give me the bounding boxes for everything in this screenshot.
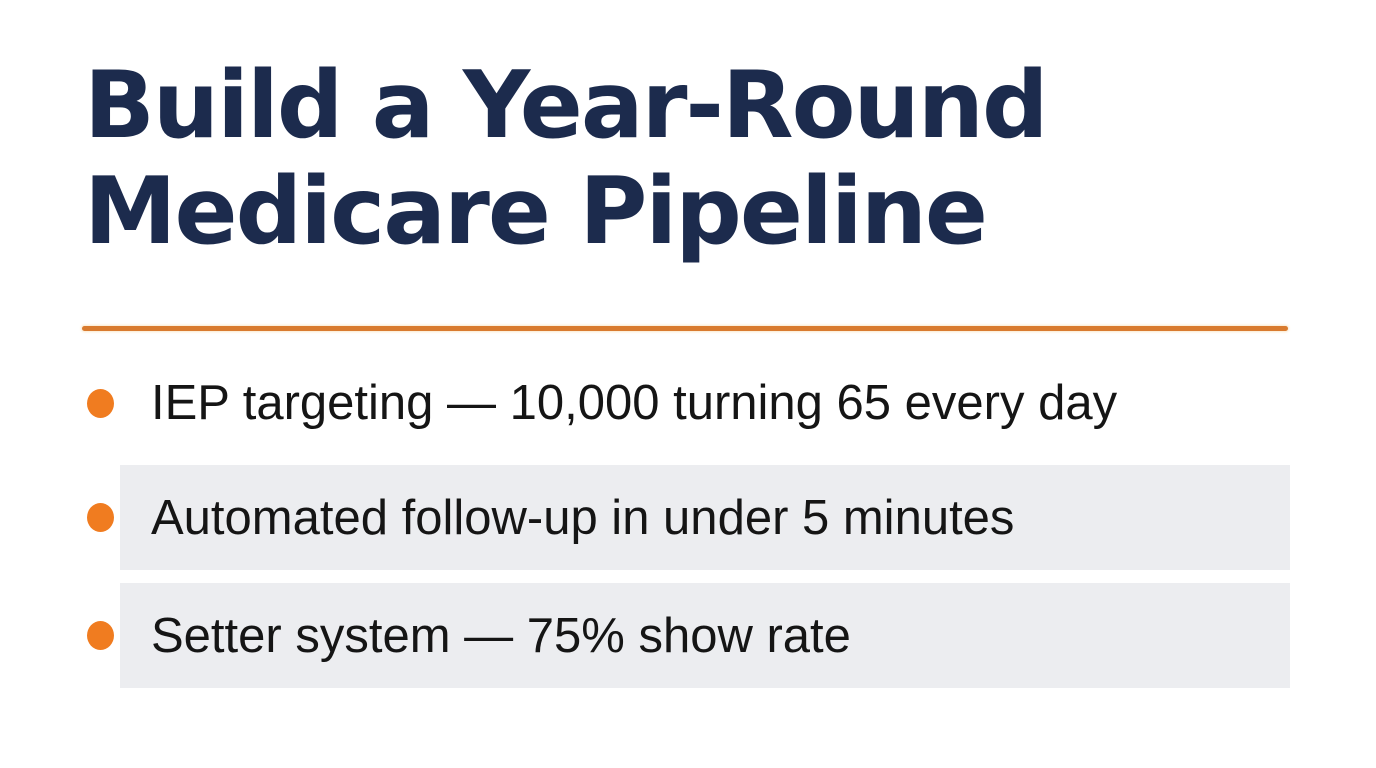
list-item: IEP targeting — 10,000 turning 65 every … [0,356,1376,450]
bullet-text: IEP targeting — 10,000 turning 65 every … [151,376,1118,430]
title-divider [82,326,1288,331]
bullet-text: Setter system — 75% show rate [151,608,851,663]
bullet-dot-icon [87,388,114,418]
list-item: Setter system — 75% show rate [0,583,1376,688]
bullet-text: Automated follow-up in under 5 minutes [151,490,1015,545]
bullet-band-highlighted: Automated follow-up in under 5 minutes [120,465,1290,570]
bullet-dot-icon [87,503,114,532]
bullet-dot-icon [87,621,114,650]
title-line-1: Build a Year-Round [84,51,1049,159]
list-item: Automated follow-up in under 5 minutes [0,465,1376,570]
title-line-2: Medicare Pipeline [84,157,988,265]
page-title: Build a Year-Round Medicare Pipeline [84,51,1049,265]
bullet-band: IEP targeting — 10,000 turning 65 every … [120,356,1290,450]
bullet-band-highlighted: Setter system — 75% show rate [120,583,1290,688]
